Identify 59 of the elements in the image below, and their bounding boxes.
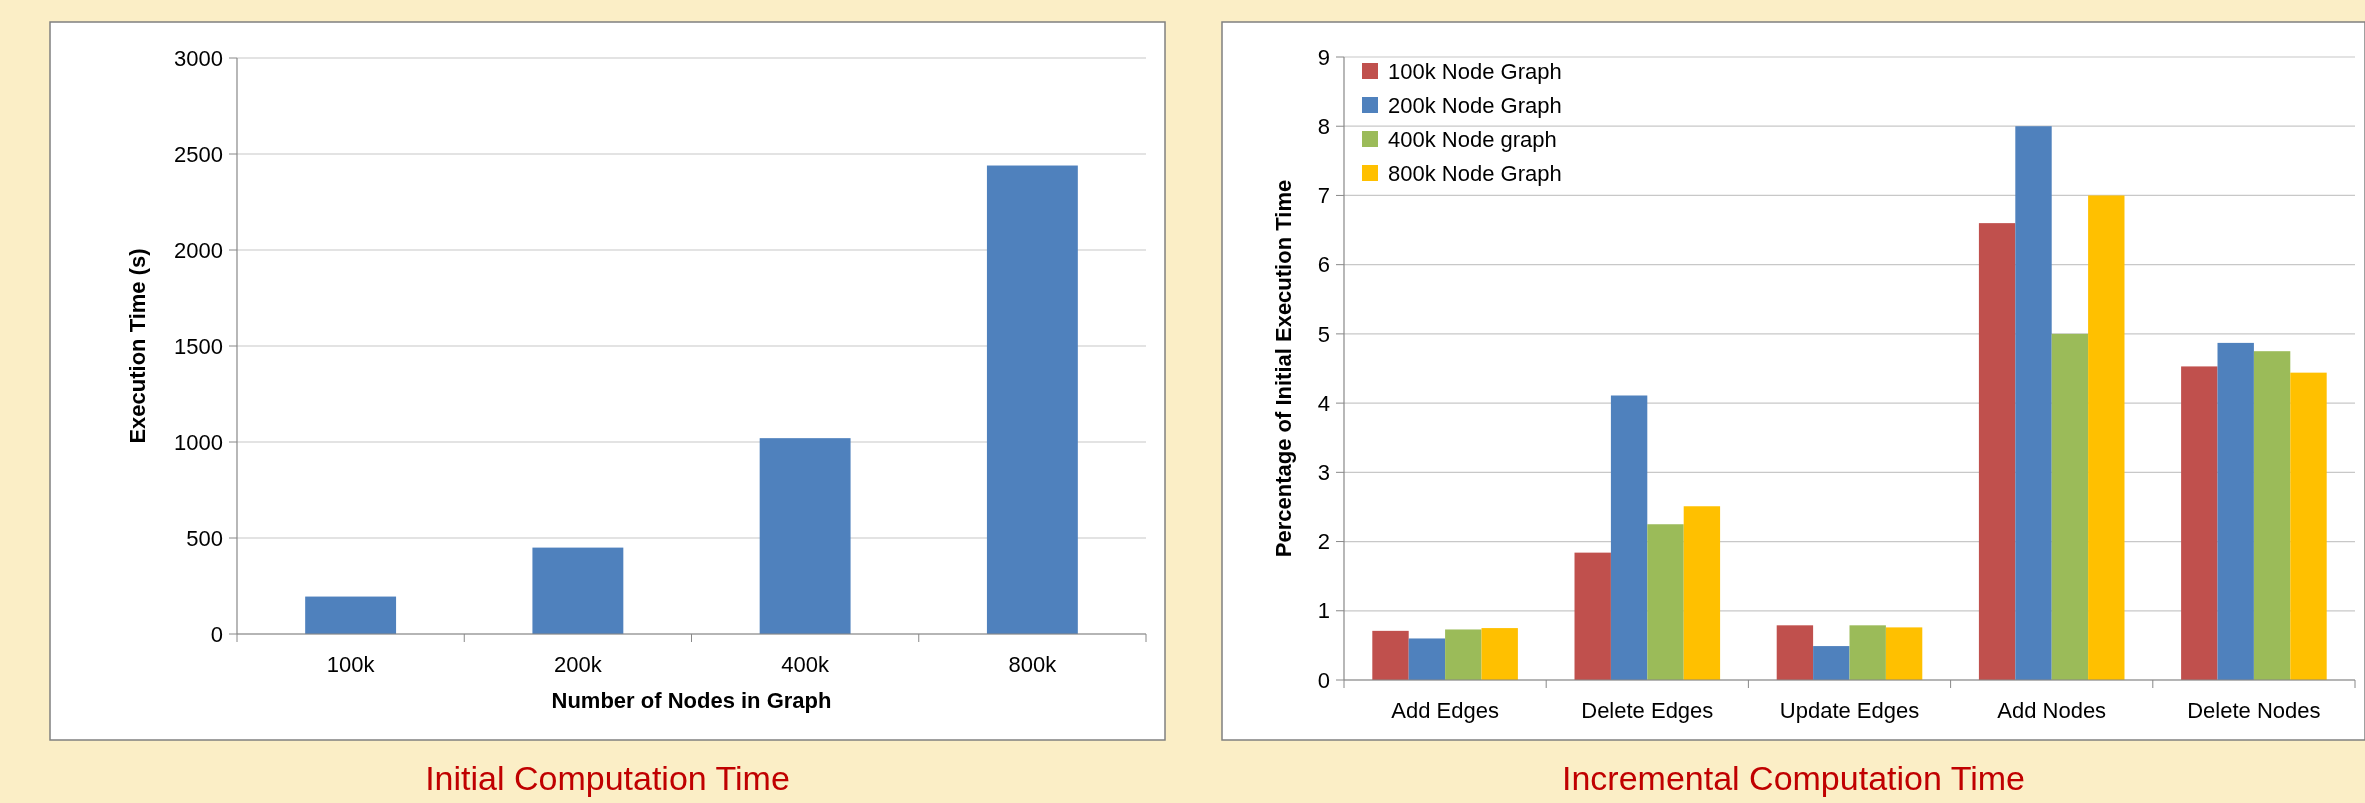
x-tick-label: 800k [1008,652,1058,677]
y-tick-label: 1000 [174,429,223,455]
bar [1408,638,1446,680]
bar [2051,333,2089,680]
bar [1776,625,1814,680]
x-tick-label: 200k [554,652,603,677]
y-tick-label: 3000 [174,45,223,71]
y-tick-label: 2000 [174,237,223,263]
bar [1885,627,1923,680]
bar [1978,223,2016,680]
y-tick-label: 3 [1317,460,1330,486]
bar [2290,372,2327,680]
bar [1372,630,1409,680]
y-tick-label: 9 [1317,44,1330,70]
bar [1683,506,1721,680]
bar [1574,552,1611,680]
y-axis-title: Execution Time (s) [125,248,150,444]
y-tick-label: 4 [1317,390,1330,416]
bar [1481,628,1518,680]
bar [1849,625,1886,680]
x-tick-label: Add Edges [1391,698,1499,723]
y-tick-label: 2 [1317,529,1330,555]
bar [1813,646,1850,680]
y-tick-label: 0 [210,621,223,647]
text: Incremental Computation Time [1562,759,2025,797]
bar [1647,524,1684,680]
y-tick-label: 7 [1317,183,1330,209]
x-tick-label: 400k [781,652,830,677]
legend-label: 100k Node Graph [1388,58,1562,84]
x-tick-label: Delete Edges [1581,698,1714,723]
bar [2088,195,2125,680]
y-tick-label: 5 [1317,321,1330,347]
y-tick-label: 500 [186,525,223,551]
y-tick-label: 2500 [174,141,223,167]
y-axis-title: Percentage of Initial Execution Time [1271,179,1296,558]
y-tick-label: 1 [1317,598,1330,624]
legend-label: 200k Node Graph [1388,92,1562,118]
bar [532,547,624,634]
y-tick-label: 8 [1317,113,1330,139]
bar [305,596,397,634]
y-tick-label: 1500 [174,333,223,359]
bar [986,165,1078,634]
bar [1610,395,1648,680]
text: Initial Computation Time [425,759,790,797]
bar [2015,126,2052,680]
bar [1445,629,1482,680]
legend-label: 400k Node graph [1388,126,1557,152]
bar [2217,342,2254,680]
y-tick-label: 6 [1317,252,1330,278]
x-axis-title: Number of Nodes in Graph [551,688,832,713]
x-tick-label: Update Edges [1779,698,1920,723]
bar [2253,351,2291,680]
legend-label: 800k Node Graph [1388,160,1562,186]
x-tick-label: Add Nodes [1997,698,2107,723]
bar [759,438,851,634]
y-tick-label: 0 [1317,667,1330,693]
bar [2181,366,2218,680]
x-tick-label: 100k [326,652,376,677]
x-tick-label: Delete Nodes [2187,698,2321,723]
